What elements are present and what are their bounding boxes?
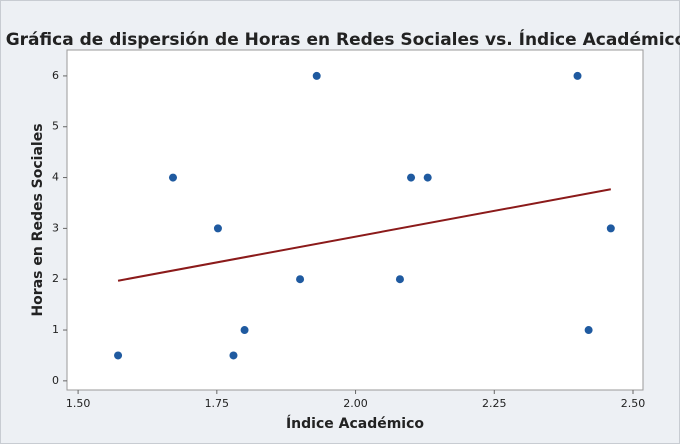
point xyxy=(584,326,593,335)
x-tick-label: 1.50 xyxy=(66,397,91,410)
plot-area xyxy=(66,49,644,391)
point xyxy=(168,173,177,182)
x-axis-label: Índice Académico xyxy=(286,415,424,432)
point xyxy=(213,224,222,233)
x-tick-label: 2.00 xyxy=(343,397,368,410)
y-tick-label: 3 xyxy=(52,221,59,234)
point xyxy=(312,71,321,80)
y-tick-label: 2 xyxy=(52,272,59,285)
point xyxy=(407,173,416,182)
point xyxy=(395,275,404,284)
y-tick-label: 0 xyxy=(52,374,59,387)
point xyxy=(229,351,238,360)
point xyxy=(573,71,582,80)
point xyxy=(240,326,249,335)
y-tick-label: 5 xyxy=(52,120,59,133)
point xyxy=(296,275,305,284)
point xyxy=(114,351,123,360)
y-axis-label: Horas en Redes Sociales xyxy=(30,123,46,316)
chart-title: Gráfica de dispersión de Horas en Redes … xyxy=(6,28,680,50)
x-tick-label: 1.75 xyxy=(205,397,230,410)
point xyxy=(606,224,615,233)
y-tick-label: 1 xyxy=(52,323,59,336)
point xyxy=(423,173,432,182)
x-tick-label: 2.25 xyxy=(482,397,507,410)
x-tick-label: 2.50 xyxy=(621,397,646,410)
trend-line xyxy=(117,188,611,282)
y-tick-label: 6 xyxy=(52,69,59,82)
y-tick-label: 4 xyxy=(52,171,59,184)
